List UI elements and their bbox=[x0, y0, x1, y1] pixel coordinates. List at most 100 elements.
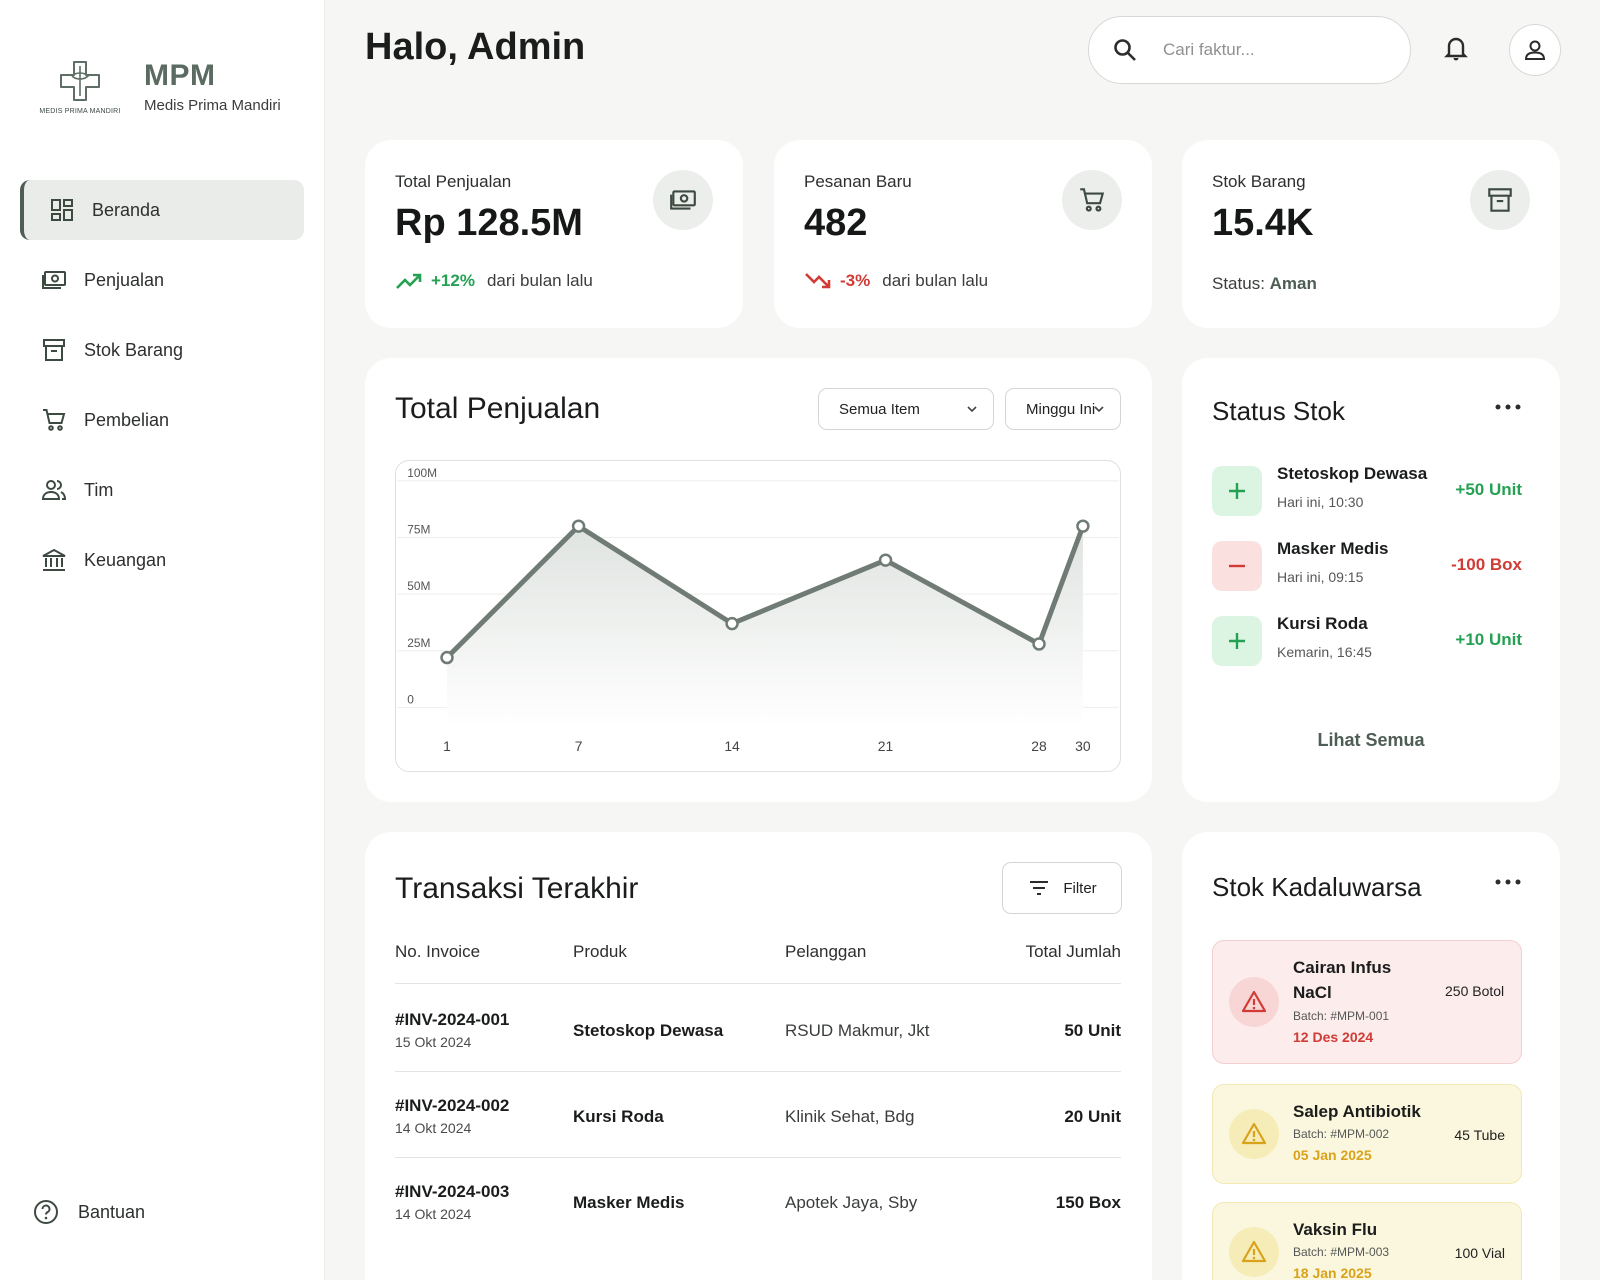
stat-change: +12% dari bulan lalu bbox=[395, 270, 593, 292]
x-tick-label: 21 bbox=[878, 738, 894, 754]
stock-movement-time: Hari ini, 10:30 bbox=[1277, 494, 1364, 510]
brand-logo: MEDIS PRIMA MANDIRI bbox=[38, 58, 122, 115]
archive-icon bbox=[43, 339, 65, 361]
table-row[interactable]: #INV-2024-002 14 Okt 2024 Kursi Roda Kli… bbox=[395, 1072, 1121, 1158]
brand[interactable]: MEDIS PRIMA MANDIRI MPM Medis Prima Mand… bbox=[38, 58, 280, 115]
warning-icon bbox=[1241, 990, 1267, 1013]
cart-icon bbox=[1080, 188, 1105, 212]
expired-item-name: Cairan Infus NaCl bbox=[1293, 958, 1392, 1002]
sidebar-item-label: Pembelian bbox=[84, 409, 170, 430]
bell-icon[interactable] bbox=[1440, 32, 1472, 64]
page-title: Halo, Admin bbox=[365, 26, 586, 68]
x-tick-label: 30 bbox=[1075, 738, 1091, 754]
stock-movement-item[interactable]: Kursi Roda Kemarin, 16:45 +10 Unit bbox=[1212, 614, 1522, 668]
expired-item-name: Salep Antibiotik bbox=[1293, 1102, 1421, 1121]
data-point[interactable] bbox=[1076, 519, 1090, 533]
trending-up-icon bbox=[396, 273, 422, 289]
stat-change-text: dari bulan lalu bbox=[882, 271, 989, 290]
help-label: Bantuan bbox=[78, 1201, 146, 1222]
chevron-down-icon bbox=[967, 406, 977, 413]
data-point[interactable] bbox=[1032, 637, 1046, 651]
table-row[interactable]: #INV-2024-001 15 Okt 2024 Stetoskop Dewa… bbox=[395, 986, 1121, 1072]
total-amount: 150 Box bbox=[1055, 1193, 1121, 1212]
stat-change-text: dari bulan lalu bbox=[486, 271, 593, 290]
sidebar-item-stok-barang[interactable]: Stok Barang bbox=[20, 320, 304, 380]
sidebar-item-keuangan[interactable]: Keuangan bbox=[20, 530, 304, 590]
y-tick-label: 25M bbox=[407, 636, 430, 650]
stat-value: 15.4K bbox=[1212, 202, 1314, 244]
plus-icon-wrap bbox=[1212, 466, 1262, 516]
cash-icon bbox=[670, 190, 696, 210]
product-name: Stetoskop Dewasa bbox=[573, 1021, 724, 1040]
minus-icon bbox=[1229, 564, 1245, 568]
sidebar-item-label: Penjualan bbox=[84, 269, 165, 290]
filter-button[interactable]: Filter bbox=[1002, 862, 1122, 914]
see-all-link[interactable]: Lihat Semua bbox=[1317, 730, 1425, 750]
total-amount: 50 Unit bbox=[1064, 1021, 1121, 1040]
period-filter-dropdown[interactable]: Minggu Ini bbox=[1005, 388, 1121, 430]
product-name: Masker Medis bbox=[573, 1193, 685, 1212]
plus-icon-wrap bbox=[1212, 616, 1262, 666]
sidebar-item-tim[interactable]: Tim bbox=[20, 460, 304, 520]
search-icon bbox=[1114, 39, 1136, 61]
stat-card-stok-barang: Stok Barang 15.4K Status: Aman bbox=[1182, 140, 1560, 328]
expired-item-date: 18 Jan 2025 bbox=[1293, 1265, 1372, 1280]
data-point[interactable] bbox=[725, 616, 739, 631]
table-row[interactable]: #INV-2024-003 14 Okt 2024 Masker Medis A… bbox=[395, 1158, 1121, 1244]
expired-stock-title: Stok Kadaluwarsa bbox=[1212, 872, 1422, 902]
column-header: Total Jumlah bbox=[1025, 942, 1121, 961]
stock-status-line: Status: Aman bbox=[1212, 274, 1317, 294]
stock-movement-name: Kursi Roda bbox=[1277, 614, 1368, 633]
avatar[interactable] bbox=[1509, 24, 1561, 76]
team-icon bbox=[41, 480, 67, 500]
search-bar[interactable] bbox=[1088, 16, 1411, 84]
sales-area bbox=[447, 526, 1083, 728]
stock-movement-item[interactable]: Masker Medis Hari ini, 09:15 -100 Box bbox=[1212, 539, 1522, 593]
stock-movement-item[interactable]: Stetoskop Dewasa Hari ini, 10:30 +50 Uni… bbox=[1212, 464, 1522, 518]
column-header: Pelanggan bbox=[785, 942, 867, 961]
sidebar-item-label: Beranda bbox=[92, 199, 161, 220]
expired-item-batch: Batch: #MPM-002 bbox=[1293, 1127, 1390, 1141]
product-name: Kursi Roda bbox=[573, 1107, 664, 1126]
stat-value: 482 bbox=[804, 202, 868, 244]
help-link[interactable]: Bantuan bbox=[32, 1198, 145, 1226]
sidebar-item-penjualan[interactable]: Penjualan bbox=[20, 250, 304, 310]
transactions-card: Transaksi Terakhir Filter No. Invoice Pr… bbox=[365, 832, 1152, 1280]
sales-line bbox=[445, 523, 1086, 660]
expired-item[interactable]: Vaksin Flu Batch: #MPM-003 18 Jan 2025 1… bbox=[1212, 1202, 1522, 1280]
sidebar-item-pembelian[interactable]: Pembelian bbox=[20, 390, 304, 450]
stat-card-pesanan-baru: Pesanan Baru 482 -3% dari bulan lalu bbox=[774, 140, 1152, 328]
expired-item[interactable]: Cairan Infus NaCl Batch: #MPM-001 12 Des… bbox=[1212, 940, 1522, 1064]
filter-label: Filter bbox=[1063, 879, 1097, 897]
customer-name: RSUD Makmur, Jkt bbox=[785, 1021, 930, 1040]
warning-icon bbox=[1241, 1240, 1267, 1263]
minus-icon-wrap bbox=[1212, 541, 1262, 591]
data-point[interactable] bbox=[571, 519, 586, 533]
plus-icon bbox=[1229, 483, 1245, 499]
expired-item[interactable]: Salep Antibiotik Batch: #MPM-002 05 Jan … bbox=[1212, 1084, 1522, 1184]
y-tick-label: 75M bbox=[407, 523, 430, 537]
search-input[interactable] bbox=[1163, 40, 1383, 60]
y-tick-label: 100M bbox=[407, 466, 437, 480]
invoice-number: #INV-2024-001 bbox=[395, 1010, 510, 1029]
stat-change-value: +12% bbox=[431, 271, 475, 290]
expired-item-date: 05 Jan 2025 bbox=[1293, 1147, 1372, 1163]
invoice-date: 14 Okt 2024 bbox=[395, 1206, 472, 1222]
more-horizontal-icon[interactable] bbox=[1494, 877, 1522, 887]
data-point[interactable] bbox=[440, 650, 454, 665]
sidebar-nav: Beranda Penjualan Stok Barang Pembelian … bbox=[20, 180, 304, 600]
plus-icon bbox=[1229, 633, 1245, 649]
period-filter-value: Minggu Ini bbox=[1026, 400, 1096, 418]
table-header: No. Invoice Produk Pelanggan Total Jumla… bbox=[395, 942, 1121, 984]
sales-chart-card: Total Penjualan Semua Item Minggu Ini 10… bbox=[365, 358, 1152, 802]
stock-movement-name: Stetoskop Dewasa bbox=[1277, 464, 1428, 483]
stat-value: Rp 128.5M bbox=[395, 202, 583, 244]
item-filter-dropdown[interactable]: Semua Item bbox=[818, 388, 994, 430]
sidebar-item-label: Tim bbox=[84, 479, 114, 500]
sidebar-item-label: Keuangan bbox=[84, 549, 167, 570]
x-tick-label: 7 bbox=[575, 738, 583, 754]
chevron-down-icon bbox=[1094, 406, 1104, 413]
sidebar-item-beranda[interactable]: Beranda bbox=[20, 180, 304, 240]
data-point[interactable] bbox=[878, 553, 893, 567]
more-horizontal-icon[interactable] bbox=[1494, 402, 1522, 412]
